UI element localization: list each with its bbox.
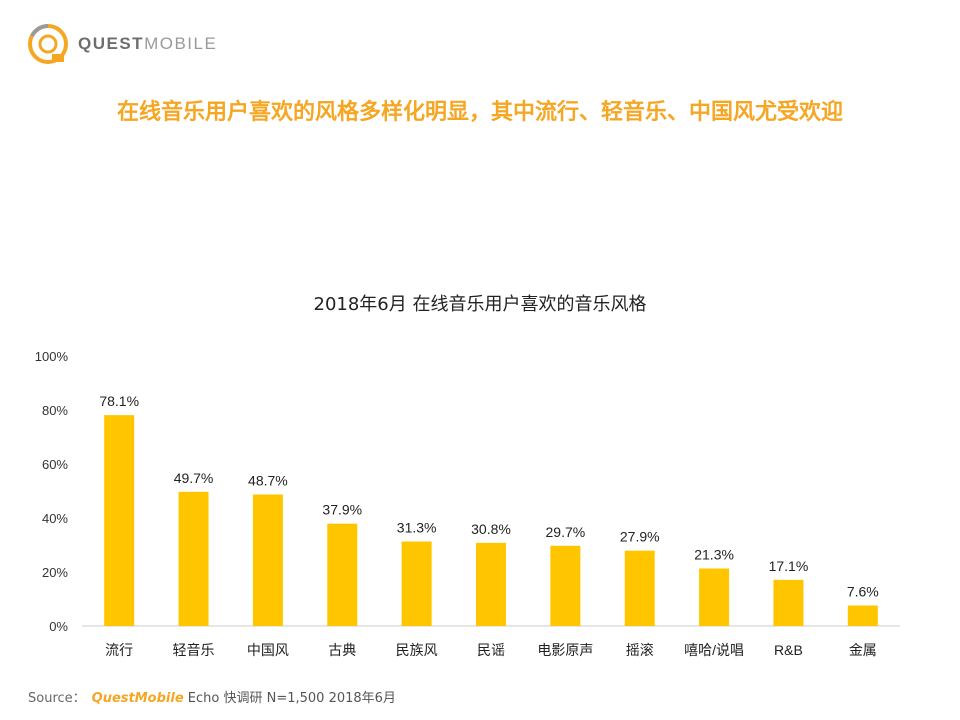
x-tick-label: 金属 [849,642,877,658]
bar [178,491,209,626]
bar-value-label: 48.7% [248,473,288,489]
x-tick-label: 轻音乐 [173,642,215,658]
bar [699,568,730,626]
bar-value-label: 7.6% [847,583,879,599]
logo-text-strong: QUEST [78,34,145,53]
y-tick-label: 80% [42,403,68,418]
bar [476,542,506,626]
logo: QUESTMOBILE [26,22,217,66]
bar [252,494,283,626]
bar [847,605,878,626]
bar [773,579,804,626]
quest-mobile-logo-icon [28,24,68,64]
x-tick-label: 流行 [105,642,133,658]
logo-text-light: MOBILE [144,34,218,53]
source-note: Source： QuestMobile Echo 快调研 N=1,500 2018… [28,687,396,706]
x-tick-label: 嘻哈/说唱 [684,642,744,658]
bar-value-label: 49.7% [174,470,214,486]
x-tick-label: 民谣 [477,642,505,658]
y-tick-label: 0% [49,619,68,634]
y-tick-label: 60% [42,457,68,472]
source-label: Source： [28,691,86,706]
source-text: Echo 快调研 N=1,500 2018年6月 [187,691,396,706]
x-tick-label: 中国风 [247,642,289,658]
x-tick-label: 电影原声 [537,642,593,658]
source-brand: QuestMobile [91,691,184,706]
bar [624,550,655,626]
bar-value-label: 27.9% [620,529,660,545]
bar [104,415,135,626]
x-tick-label: 古典 [328,642,356,658]
bar [550,545,581,626]
x-tick-label: 摇滚 [626,642,654,658]
bar [327,523,358,626]
bar-value-label: 21.3% [694,546,734,562]
y-tick-label: 40% [42,511,68,526]
x-tick-label: R&B [774,642,803,658]
bar-value-label: 29.7% [546,524,586,540]
bar [401,541,432,626]
bar-value-label: 31.3% [397,519,437,535]
bar-value-label: 17.1% [769,558,809,574]
bar-value-label: 37.9% [322,502,362,518]
y-tick-label: 20% [42,565,68,580]
logo-text: QUESTMOBILE [78,34,217,54]
bar-value-label: 78.1% [99,393,139,409]
y-tick-label: 100% [35,349,69,364]
bar-value-label: 30.8% [471,521,511,537]
chart-title: 2018年6月 在线音乐用户喜欢的音乐风格 [313,294,647,315]
page-headline: 在线音乐用户喜欢的风格多样化明显，其中流行、轻音乐、中国风尤受欢迎 [116,100,843,125]
x-tick-label: 民族风 [396,642,438,658]
